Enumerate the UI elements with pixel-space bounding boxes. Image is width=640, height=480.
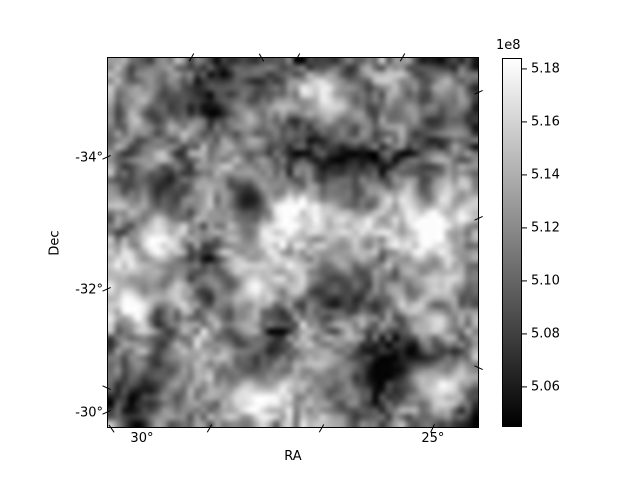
- y-tick-label: -32°: [75, 282, 103, 298]
- colorbar-tick-label: 5.16: [531, 114, 560, 130]
- x-tick-label: 25°: [421, 431, 445, 446]
- colorbar-tick-mark: [522, 121, 527, 123]
- colorbar: [502, 58, 522, 427]
- y-tick-label: -30°: [75, 405, 103, 421]
- colorbar-tick-mark: [522, 227, 527, 229]
- colorbar-tick-mark: [522, 280, 527, 282]
- colorbar-tick-label: 5.10: [531, 273, 560, 289]
- colorbar-tick-mark: [522, 174, 527, 176]
- colorbar-tick-label: 5.12: [531, 220, 560, 236]
- y-tick-label: -34°: [75, 150, 103, 166]
- colorbar-tick-mark: [522, 386, 527, 388]
- x-tick-label: 30°: [130, 431, 154, 446]
- y-axis-label: Dec: [47, 230, 63, 256]
- x-axis-label: RA: [284, 449, 302, 464]
- heatmap-image: [108, 58, 478, 427]
- colorbar-tick-label: 5.08: [531, 326, 560, 342]
- colorbar-tick-mark: [522, 68, 527, 70]
- colorbar-tick-label: 5.18: [531, 61, 560, 77]
- colorbar-tick-label: 5.14: [531, 167, 560, 183]
- plot-area: [107, 57, 479, 428]
- colorbar-tick-mark: [522, 333, 527, 335]
- colorbar-tick-label: 5.06: [531, 379, 560, 395]
- colorbar-offset-label: 1e8: [496, 38, 521, 53]
